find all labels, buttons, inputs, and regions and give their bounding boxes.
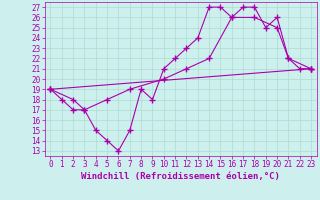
X-axis label: Windchill (Refroidissement éolien,°C): Windchill (Refroidissement éolien,°C) bbox=[81, 172, 280, 181]
